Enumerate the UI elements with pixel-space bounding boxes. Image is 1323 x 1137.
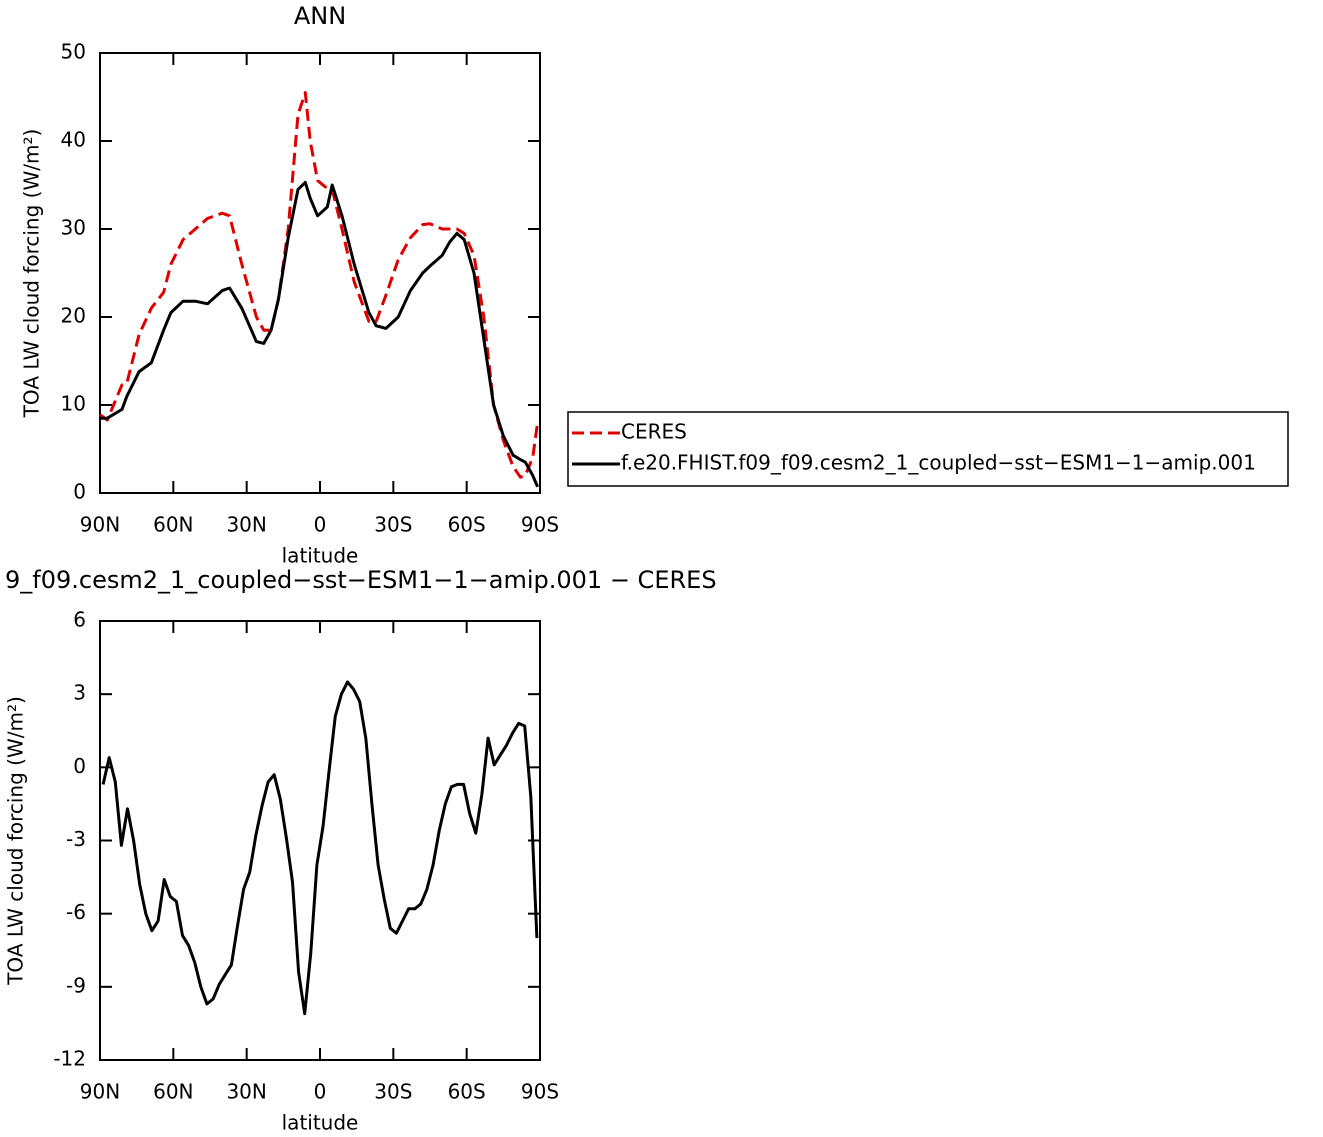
- y-tick-label: 6: [73, 608, 86, 632]
- y-tick-label: 40: [61, 128, 86, 152]
- plot-frame: [99, 52, 541, 494]
- x-tick-label: 30N: [226, 513, 266, 537]
- x-tick-label: 90N: [80, 513, 120, 537]
- x-tick-label: 60S: [448, 513, 486, 537]
- x-tick-label: 90S: [521, 513, 559, 537]
- chart-title: 9_f09.cesm2_1_coupled−sst−ESM1−1−amip.00…: [5, 566, 717, 594]
- y-tick-label: 50: [61, 40, 86, 64]
- data-line: [101, 680, 539, 1016]
- legend-box: [567, 411, 1289, 487]
- x-tick-label: 60S: [448, 1080, 486, 1104]
- y-tick-label: 0: [73, 754, 86, 778]
- y-tick-label: -9: [66, 973, 86, 997]
- y-tick-label: -3: [66, 827, 86, 851]
- x-tick-label: 30N: [226, 1080, 266, 1104]
- x-tick-label: 30S: [374, 1080, 412, 1104]
- x-tick-label: 0: [314, 1080, 327, 1104]
- legend-label: f.e20.FHIST.f09_f09.cesm2_1_coupled−sst−…: [621, 451, 1256, 475]
- y-tick-label: -6: [66, 900, 86, 924]
- x-tick-label: 90N: [80, 1080, 120, 1104]
- y-tick-label: 30: [61, 216, 86, 240]
- data-line: [100, 180, 539, 488]
- y-tick-label: 10: [61, 392, 86, 416]
- legend-label: CERES: [621, 420, 687, 444]
- y-tick-label: 0: [73, 480, 86, 504]
- plot-frame: [99, 620, 541, 1061]
- x-axis-label: latitude: [282, 544, 359, 568]
- data-line: [99, 91, 540, 479]
- x-tick-label: 30S: [374, 513, 412, 537]
- x-axis-label: latitude: [282, 1111, 359, 1135]
- y-axis-label: TOA LW cloud forcing (W/m²): [20, 129, 44, 419]
- x-tick-label: 90S: [521, 1080, 559, 1104]
- y-tick-label: 20: [61, 304, 86, 328]
- x-tick-label: 0: [314, 513, 327, 537]
- y-tick-label: -12: [53, 1047, 86, 1071]
- y-axis-label: TOA LW cloud forcing (W/m²): [4, 696, 28, 986]
- chart-title: ANN: [294, 2, 346, 30]
- x-tick-label: 60N: [153, 1080, 193, 1104]
- x-tick-label: 60N: [153, 513, 193, 537]
- y-tick-label: 3: [73, 681, 86, 705]
